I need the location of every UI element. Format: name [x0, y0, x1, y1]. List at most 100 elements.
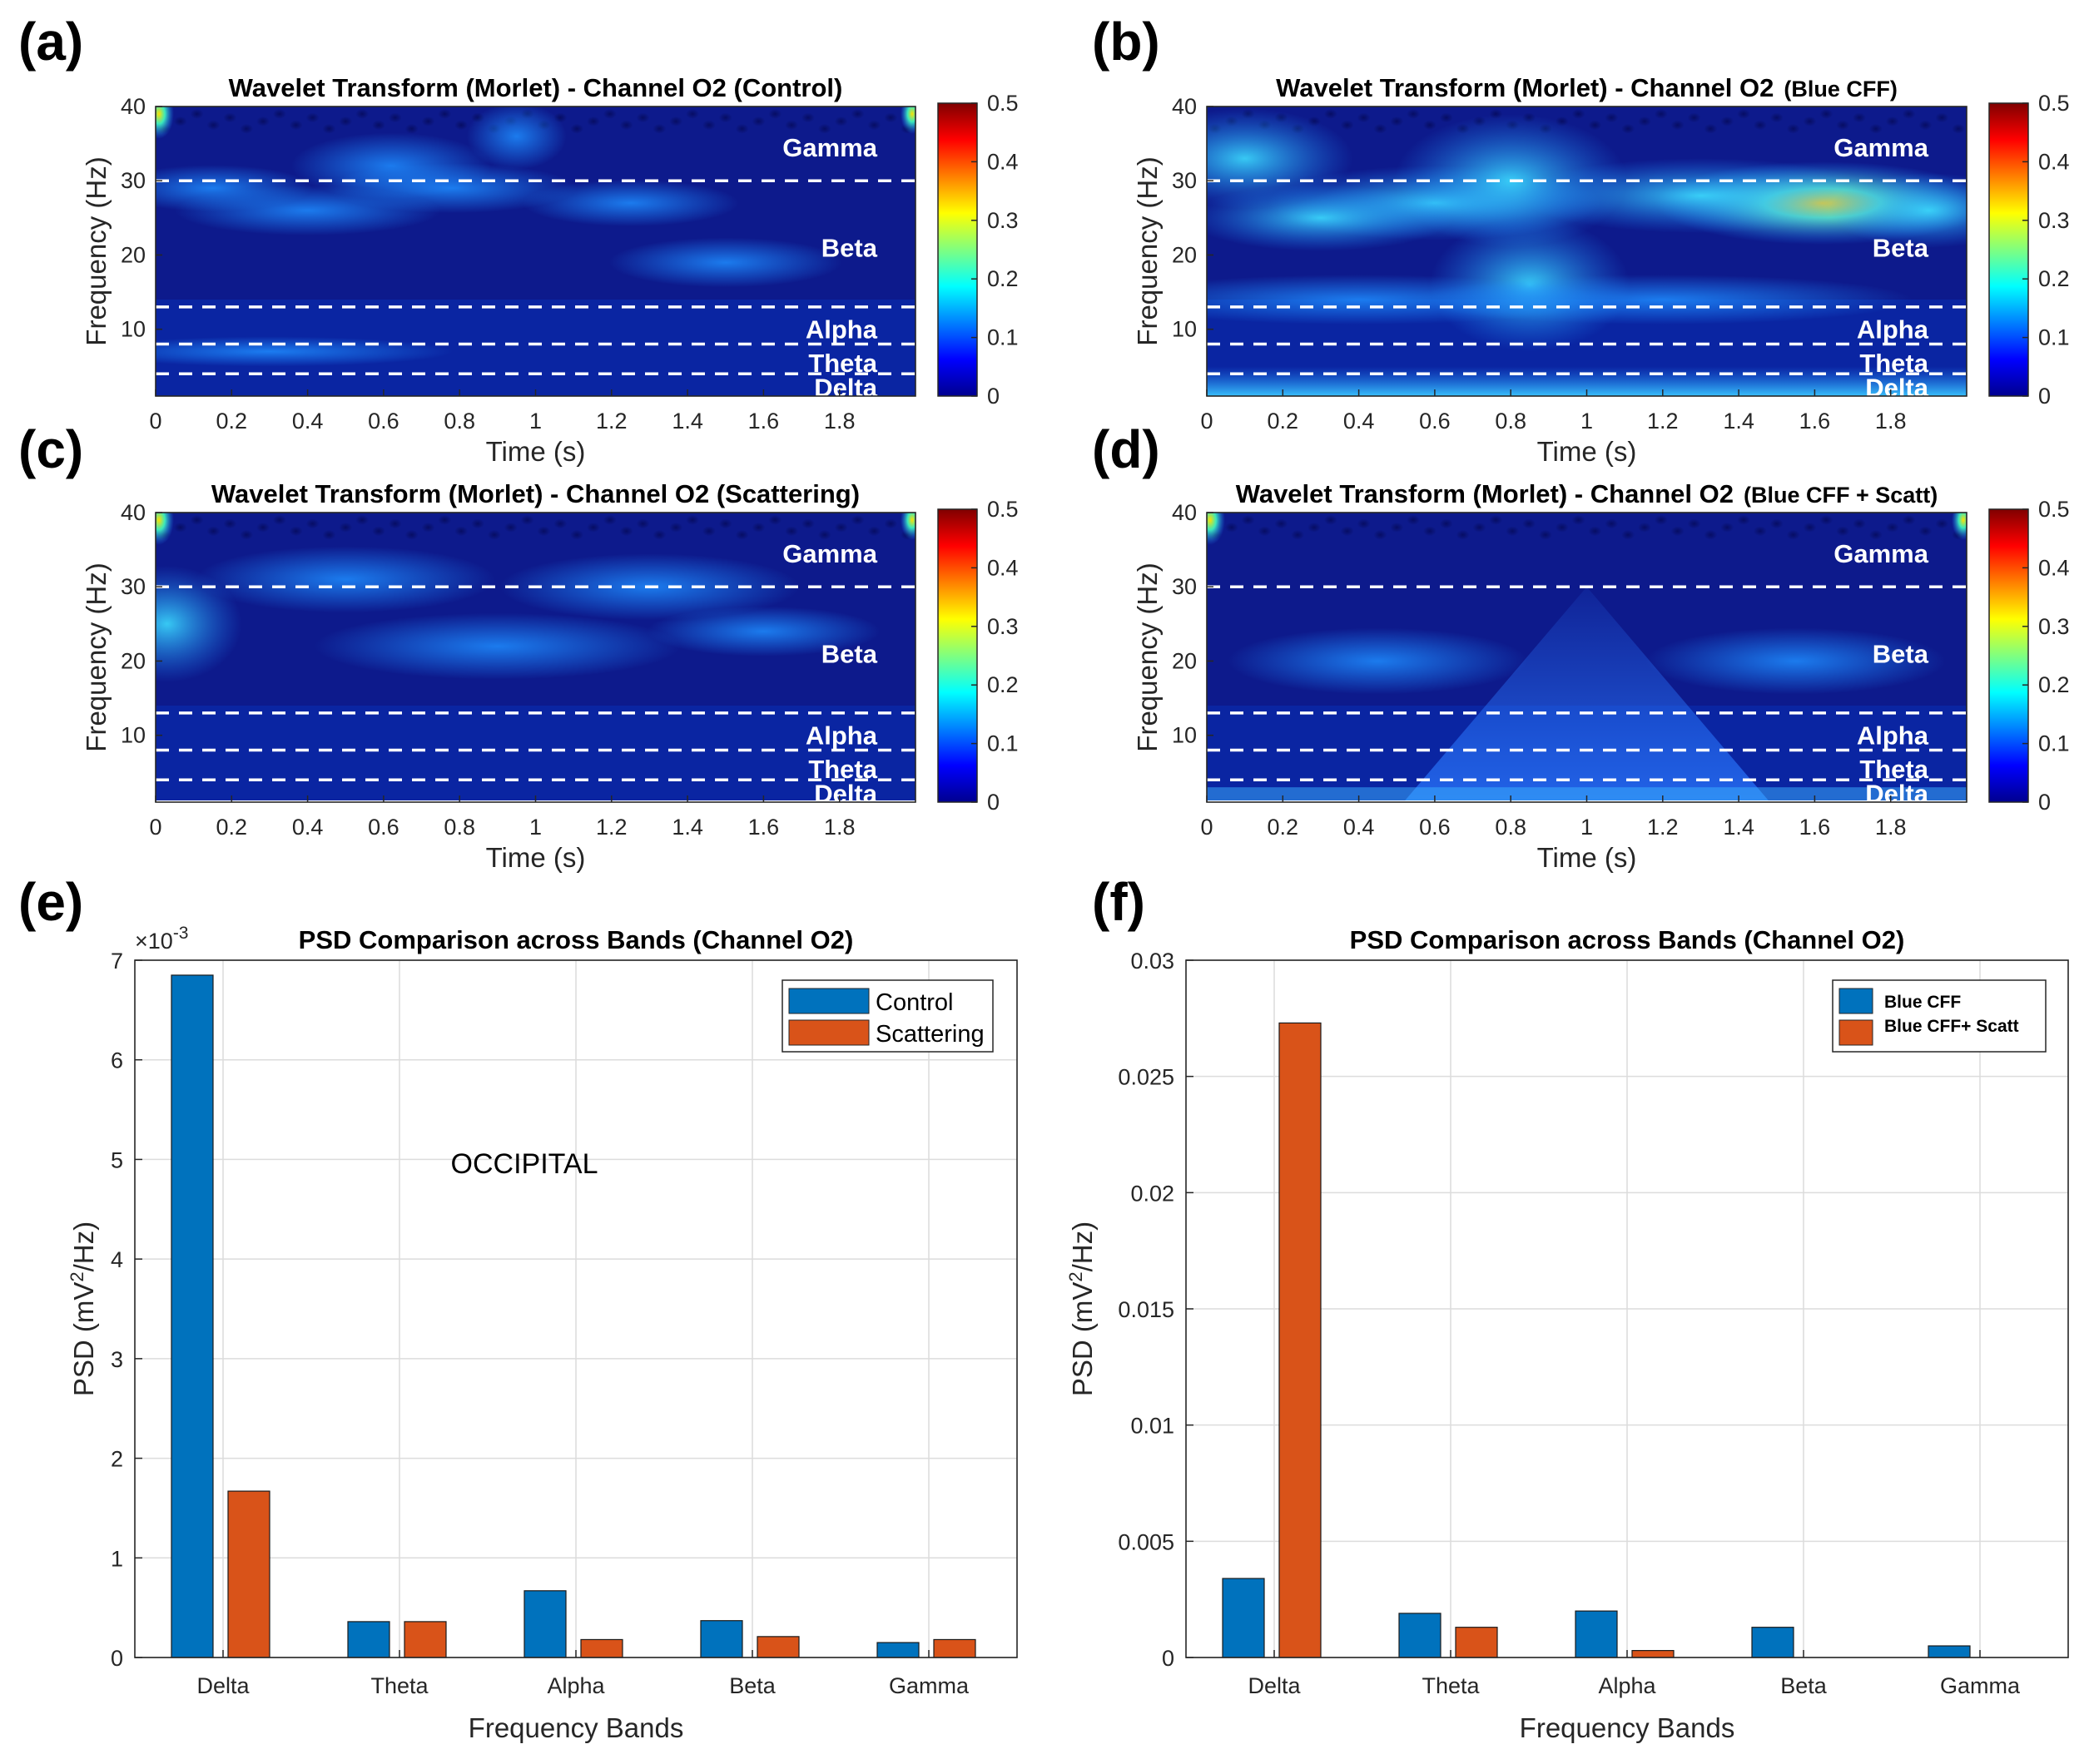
heatmap-speckle: [289, 526, 303, 537]
y-tick-label: 10: [1172, 723, 1197, 748]
y-axis-label-main-e: PSD (mV: [68, 1282, 99, 1397]
heatmap-speckle: [1456, 529, 1470, 540]
x-tick-label: 1: [1580, 815, 1593, 840]
y-tick-label: 1: [111, 1546, 123, 1571]
x-tick-label: 0.6: [368, 409, 399, 434]
heatmap-speckle: [289, 120, 303, 131]
spectrogram-title-suffix: (Blue CFF): [1784, 77, 1897, 102]
heatmap-speckle: [801, 518, 815, 529]
heatmap-speckle: [619, 120, 633, 131]
heatmap-speckle: [867, 526, 881, 537]
y-axis-label-sup-e: 2: [67, 1271, 87, 1281]
heatmap-speckle: [653, 123, 667, 134]
heatmap-blob: [608, 237, 842, 288]
heatmap-speckle: [570, 529, 584, 540]
x-tick-label: 1.4: [672, 815, 703, 840]
heatmap-speckle: [1439, 518, 1453, 529]
heatmap-blob: [1828, 172, 1967, 248]
heatmap-speckle: [1654, 108, 1668, 119]
heatmap-speckle: [1670, 120, 1685, 131]
y-tick-label: 2: [111, 1447, 123, 1472]
heatmap-speckle: [1390, 116, 1404, 126]
y-tick-label: 0.01: [1130, 1414, 1174, 1439]
heatmap-speckle: [1422, 120, 1436, 131]
heatmap-speckle: [1786, 529, 1800, 540]
heatmap-speckle: [272, 514, 286, 525]
heatmap-speckle: [1935, 112, 1949, 123]
x-axis-label: Time (s): [486, 436, 586, 467]
heatmap-speckle: [603, 108, 617, 119]
heatmap-speckle: [1720, 522, 1734, 533]
bar-blue-cff-alpha: [1575, 1610, 1618, 1658]
chart-title-f: PSD Comparison across Bands (Channel O2): [1350, 925, 1905, 954]
colorbar-tick-label: 0.5: [2038, 91, 2070, 116]
heatmap-speckle: [669, 116, 683, 126]
x-tick-label: 0.2: [1268, 815, 1299, 840]
band-label-theta: Theta: [1859, 349, 1928, 378]
heatmap-speckle: [1769, 518, 1784, 529]
band-label-alpha: Alpha: [806, 315, 878, 344]
colorbar-tick-label: 0.1: [987, 325, 1019, 350]
colorbar-tick-label: 0.4: [987, 149, 1019, 174]
colorbar-tick-label: 0.2: [987, 266, 1019, 291]
heatmap-speckle: [586, 116, 600, 126]
heatmap-speckle: [752, 116, 766, 126]
y-tick-label: 7: [111, 949, 123, 974]
x-tick-label: 1.8: [1875, 815, 1907, 840]
heatmap-speckle: [1902, 108, 1916, 119]
heatmap-speckle: [1836, 120, 1850, 131]
colorbar: [1988, 102, 2029, 397]
x-tick-label: 0: [1200, 815, 1213, 840]
colorbar-tick-label: 0: [2038, 384, 2051, 409]
y-axis-label: Frequency (Hz): [1132, 156, 1163, 345]
heatmap-speckle: [718, 112, 732, 123]
colorbar-tick-label: 0.4: [2038, 149, 2070, 174]
heatmap-speckle: [1340, 526, 1354, 537]
heatmap-speckle: [1307, 522, 1322, 533]
spectrogram-title-a: Wavelet Transform (Morlet) - Channel O2 …: [229, 73, 843, 102]
band-label-delta: Delta: [1865, 373, 1929, 402]
y-tick-label: 0: [111, 1646, 123, 1671]
panel-b: (b) Wavelet Transform (Morlet) - Channel …: [1092, 12, 2070, 467]
x-tick-label-alpha: Alpha: [547, 1673, 605, 1698]
exponent-label-e: ×10-3: [135, 924, 189, 954]
band-label-theta: Theta: [1859, 755, 1928, 784]
x-tick-label-beta: Beta: [1780, 1673, 1828, 1698]
x-tick-label: 0.6: [368, 815, 399, 840]
heatmap-speckle: [1407, 514, 1421, 525]
heatmap-speckle: [884, 112, 898, 123]
x-tick-label: 1.6: [1799, 409, 1831, 434]
heatmap-speckle: [421, 522, 435, 533]
y-axis-label-main-f: PSD (mV: [1067, 1282, 1098, 1397]
legend-label-blue-cff: Blue CFF: [1884, 993, 1961, 1012]
heatmap-speckle: [421, 116, 435, 126]
x-axis-label-f: Frequency Bands: [1520, 1712, 1735, 1743]
heatmap-speckle: [867, 120, 881, 131]
exponent-base-e: ×10: [135, 929, 173, 954]
heatmap-speckle: [1803, 116, 1817, 126]
y-axis-label-e: PSD (mV2/Hz): [67, 1221, 99, 1396]
heatmap-speckle: [1753, 526, 1767, 537]
heatmap-speckle: [1357, 518, 1371, 529]
heatmap-speckle: [1357, 112, 1371, 123]
bar-control-gamma: [876, 1642, 920, 1658]
band-label-delta: Delta: [1865, 779, 1929, 808]
colorbar-tick-label: 0.3: [987, 208, 1019, 233]
band-label-delta: Delta: [814, 373, 878, 402]
heatmap-speckle: [686, 108, 700, 119]
band-label-delta: Delta: [814, 779, 878, 808]
heatmap-speckle: [388, 112, 402, 123]
heatmap-speckle: [223, 112, 237, 123]
heatmap-speckle: [851, 108, 865, 119]
heatmap-a: [156, 107, 915, 396]
legend-swatch-blue-cff: [1838, 988, 1873, 1014]
panel-letter-f: (f): [1092, 872, 1145, 932]
colorbar-tick-label: 0.3: [2038, 208, 2070, 233]
y-axis-label: Frequency (Hz): [81, 562, 112, 751]
y-axis-label: Frequency (Hz): [1132, 562, 1163, 751]
colorbar-tick-label: 0.3: [2038, 614, 2070, 639]
x-tick-label: 0.6: [1419, 815, 1451, 840]
heatmap-c: [156, 513, 915, 800]
x-tick-label: 1.4: [1723, 815, 1754, 840]
heatmap-speckle: [669, 522, 683, 533]
